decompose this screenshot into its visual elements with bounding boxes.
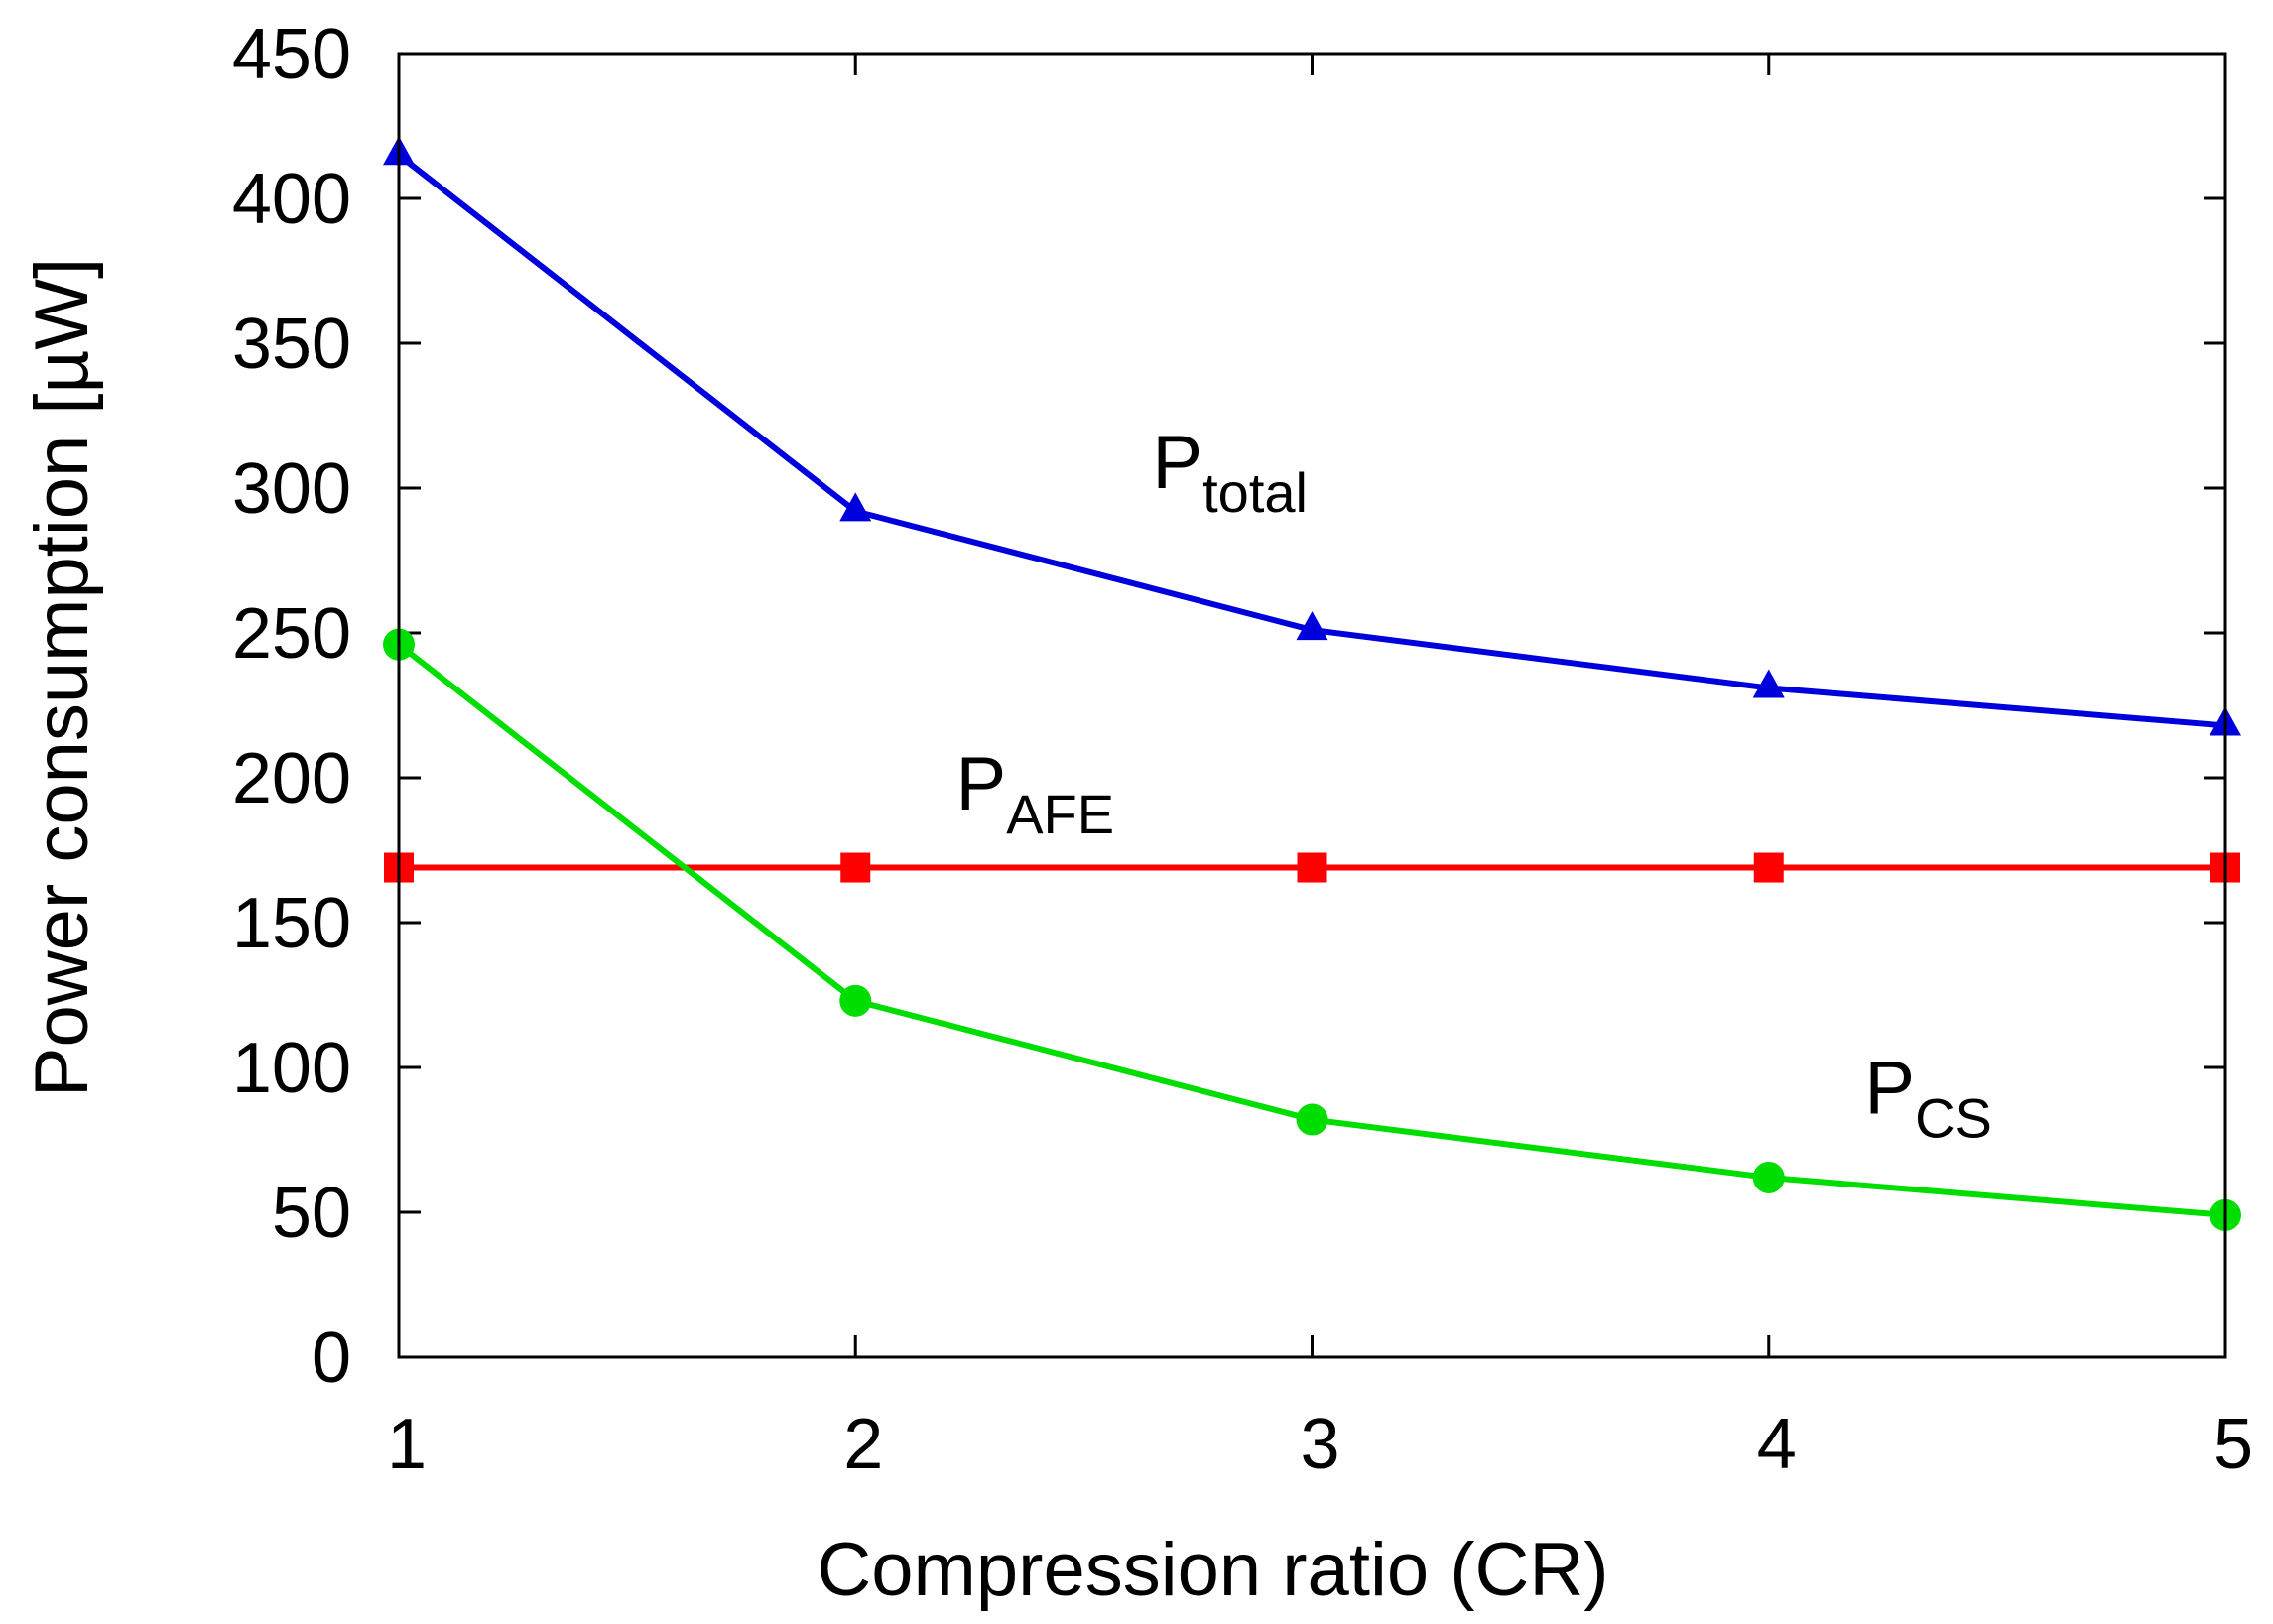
marker-layer bbox=[383, 136, 2241, 1231]
data-point-pcs bbox=[1752, 1161, 1785, 1193]
y-tick-label: 400 bbox=[232, 160, 351, 239]
y-tick-label: 0 bbox=[312, 1318, 351, 1398]
series-label-main: P bbox=[956, 742, 1007, 826]
series-line-ptotal bbox=[397, 152, 2226, 729]
series-label-pafe: PAFE bbox=[956, 742, 1115, 845]
data-point-ptotal bbox=[839, 492, 872, 522]
y-tick-label: 50 bbox=[272, 1174, 351, 1253]
x-tick-label: 3 bbox=[1300, 1405, 1339, 1484]
data-point-ptotal bbox=[1752, 669, 1785, 698]
y-tick-label: 150 bbox=[232, 884, 351, 963]
series-label-main: P bbox=[1152, 421, 1202, 505]
x-tick-label: 2 bbox=[843, 1405, 883, 1484]
series-label-main: P bbox=[1864, 1047, 1915, 1131]
series-label-pcs: PCS bbox=[1864, 1047, 1992, 1150]
plot-area-frame bbox=[397, 52, 2227, 1359]
data-point-pcs bbox=[839, 984, 872, 1017]
x-axis-label: Compression ratio (CR) bbox=[817, 1528, 1608, 1612]
x-axis-ticks: 1 2 3 4 5 bbox=[387, 54, 2253, 1484]
series-label-subscript: CS bbox=[1915, 1087, 1992, 1150]
y-tick-label: 350 bbox=[232, 305, 351, 384]
x-tick-label: 4 bbox=[1757, 1405, 1797, 1484]
data-point-pcs bbox=[1296, 1103, 1328, 1136]
y-tick-label: 100 bbox=[232, 1029, 351, 1108]
data-point-pafe bbox=[1753, 852, 1784, 883]
series-label-subscript: total bbox=[1202, 461, 1308, 524]
data-point-pafe bbox=[1297, 852, 1327, 883]
x-tick-label: 1 bbox=[387, 1405, 427, 1484]
data-point-ptotal bbox=[1296, 611, 1328, 641]
series-label-ptotal: Ptotal bbox=[1152, 421, 1308, 524]
series-layer bbox=[397, 152, 2226, 1218]
data-point-pafe bbox=[840, 852, 871, 883]
y-tick-label: 250 bbox=[232, 594, 351, 674]
x-tick-label: 5 bbox=[2213, 1405, 2253, 1484]
y-axis-label: Power consumption [µW] bbox=[20, 258, 104, 1097]
y-tick-label: 200 bbox=[232, 739, 351, 818]
y-tick-label: 300 bbox=[232, 449, 351, 529]
y-axis-ticks: 0 50 100 150 200 250 300 350 400 450 bbox=[232, 15, 2225, 1398]
y-tick-label: 450 bbox=[232, 15, 351, 94]
series-label-subscript: AFE bbox=[1006, 783, 1114, 845]
